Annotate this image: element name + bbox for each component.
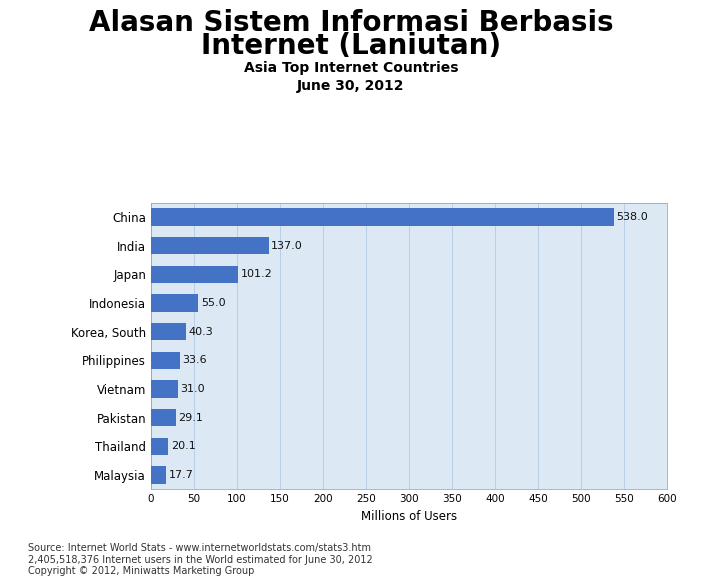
Bar: [151, 438, 168, 455]
Text: 137.0: 137.0: [272, 241, 303, 251]
Text: 101.2: 101.2: [241, 269, 272, 279]
Text: Asia Top Internet Countries: Asia Top Internet Countries: [244, 61, 458, 75]
Bar: [151, 266, 238, 283]
Bar: [151, 294, 198, 312]
Text: 538.0: 538.0: [616, 212, 648, 222]
Bar: [151, 466, 166, 483]
Bar: [151, 237, 269, 254]
Bar: [151, 208, 614, 226]
Text: 55.0: 55.0: [201, 298, 225, 308]
Text: 29.1: 29.1: [178, 413, 204, 423]
Text: Internet (Laniutan): Internet (Laniutan): [201, 32, 501, 60]
Text: 31.0: 31.0: [180, 384, 205, 394]
X-axis label: Millions of Users: Millions of Users: [361, 510, 457, 523]
Bar: [151, 323, 185, 340]
Bar: [151, 380, 178, 398]
Text: Source: Internet World Stats - www.internetworldstats.com/stats3.htm
2,405,518,3: Source: Internet World Stats - www.inter…: [28, 543, 373, 576]
Text: June 30, 2012: June 30, 2012: [297, 79, 405, 93]
Text: 17.7: 17.7: [168, 470, 194, 480]
Text: 33.6: 33.6: [183, 356, 207, 365]
Bar: [151, 351, 180, 369]
Text: Alasan Sistem Informasi Berbasis: Alasan Sistem Informasi Berbasis: [88, 9, 614, 36]
Bar: [151, 409, 176, 426]
Text: 40.3: 40.3: [188, 327, 213, 336]
Text: 20.1: 20.1: [171, 441, 196, 451]
